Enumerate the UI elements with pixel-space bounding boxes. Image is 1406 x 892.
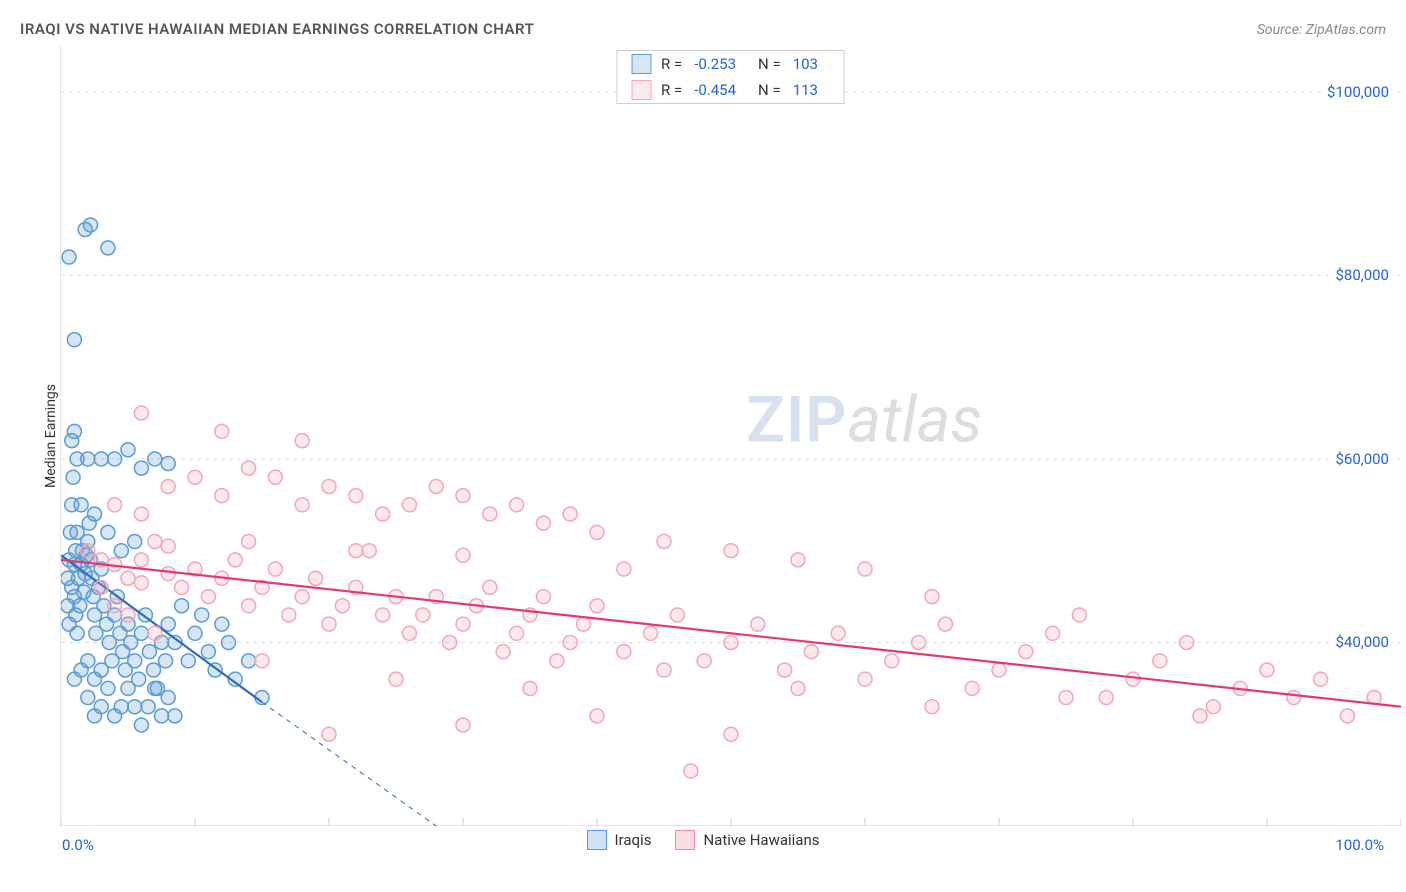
legend-row: R = -0.454 N = 113 (617, 77, 844, 103)
legend-swatch (587, 830, 607, 850)
n-label: N = (758, 55, 781, 73)
chart-title: IRAQI VS NATIVE HAWAIIAN MEDIAN EARNINGS… (20, 20, 534, 38)
legend-swatch (631, 80, 651, 100)
r-label: R = (661, 55, 682, 73)
legend-label: Iraqis (615, 831, 652, 849)
y-tick-label: $60,000 (1332, 450, 1392, 468)
source-credit: Source: ZipAtlas.com (1257, 22, 1386, 38)
legend-swatch (631, 54, 651, 74)
chart-area: Median Earnings ZIPatlas R =-0.253 N =10… (60, 46, 1400, 826)
y-tick-label: $40,000 (1332, 633, 1392, 651)
correlation-legend: R = -0.253 N = 103 R = -0.454 N = 113 (616, 50, 845, 104)
r-value: -0.253 (694, 55, 736, 73)
r-label: R = (661, 81, 682, 99)
legend-label: Native Hawaiians (703, 831, 819, 849)
y-axis-label: Median Earnings (43, 383, 59, 487)
legend-item: Iraqis (587, 830, 652, 850)
n-value: 103 (793, 55, 818, 73)
legend-item: Native Hawaiians (675, 830, 819, 850)
scatter-svg (61, 46, 1401, 826)
r-value: -0.454 (694, 81, 736, 99)
legend-row: R = -0.253 N = 103 (617, 51, 844, 77)
legend-swatch (675, 830, 695, 850)
y-tick-label: $100,000 (1324, 83, 1392, 101)
y-tick-label: $80,000 (1332, 266, 1392, 284)
n-label: N = (758, 81, 781, 99)
series-legend: Iraqis Native Hawaiians (20, 830, 1386, 850)
n-value: 113 (793, 81, 818, 99)
